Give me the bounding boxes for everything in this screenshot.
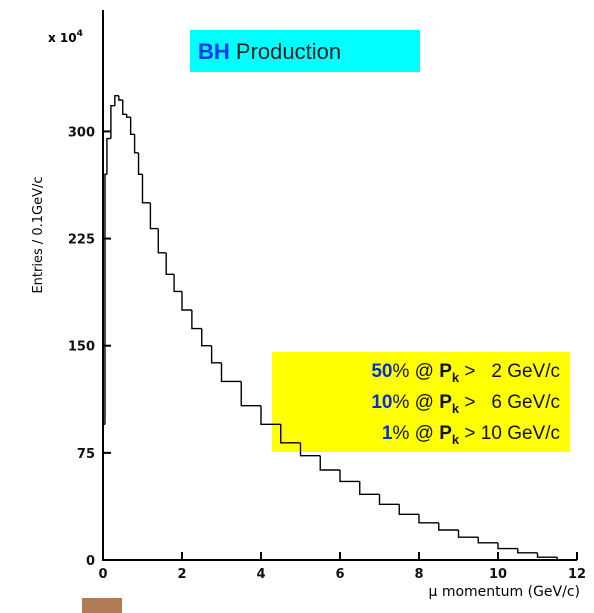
histogram-step bbox=[260, 405, 281, 425]
histogram-step bbox=[457, 530, 479, 538]
annotation-mid: % @ bbox=[392, 361, 439, 382]
histogram-step bbox=[299, 442, 321, 457]
y-tick-label: 150 bbox=[68, 340, 95, 355]
histogram-step bbox=[106, 137, 111, 175]
photo-thumbnail bbox=[82, 598, 122, 613]
y-tick-label: 0 bbox=[86, 554, 95, 569]
annotation-p: P bbox=[439, 361, 452, 382]
histogram-step bbox=[517, 548, 538, 554]
x-tick-label: 12 bbox=[568, 567, 586, 582]
y-axis-label: Entries / 0.1GeV/c bbox=[31, 176, 46, 293]
histogram-step bbox=[201, 328, 212, 347]
x-tick-label: 4 bbox=[256, 567, 265, 582]
annotation-sub: k bbox=[452, 401, 460, 416]
histogram-step bbox=[141, 174, 151, 204]
title-background bbox=[190, 30, 420, 72]
histogram-step bbox=[220, 362, 242, 383]
x-tick-label: 6 bbox=[335, 567, 344, 582]
annotation-sub: k bbox=[452, 370, 460, 385]
histogram-step bbox=[536, 552, 558, 558]
histogram-step bbox=[280, 424, 301, 444]
y-tick-label: 225 bbox=[68, 233, 95, 248]
histogram-step bbox=[157, 228, 167, 254]
y-tick-label: 75 bbox=[77, 447, 95, 462]
histogram-step bbox=[438, 522, 459, 531]
annotation-pct: 50 bbox=[371, 361, 392, 382]
annotation-mid: % @ bbox=[392, 423, 439, 444]
histogram-step bbox=[114, 95, 119, 106]
histogram-step bbox=[359, 481, 380, 495]
histogram-step bbox=[104, 173, 107, 425]
histogram-step bbox=[210, 345, 222, 364]
y-tick-label: 300 bbox=[68, 125, 95, 140]
annotation: 50% @ Pk > 2 GeV/c bbox=[371, 361, 560, 385]
plot-area bbox=[102, 95, 577, 561]
annotation-mid: % @ bbox=[392, 392, 439, 413]
histogram-step bbox=[137, 152, 143, 175]
annotation: 10% @ Pk > 6 GeV/c bbox=[371, 392, 560, 416]
histogram-step bbox=[126, 114, 131, 118]
x-tick-label: 2 bbox=[177, 567, 186, 582]
annotation-p: P bbox=[439, 392, 452, 413]
histogram-step bbox=[122, 100, 127, 115]
histogram-step bbox=[398, 504, 419, 515]
x-tick-label: 10 bbox=[489, 567, 507, 582]
histogram-step bbox=[181, 291, 192, 311]
x-axis-label: μ momentum (GeV/c) bbox=[428, 584, 580, 600]
histogram-step bbox=[173, 274, 182, 293]
annotation-tail: > 6 GeV/c bbox=[459, 392, 560, 413]
annotation-p: P bbox=[439, 423, 452, 444]
histogram-step bbox=[339, 470, 360, 483]
histogram-step bbox=[378, 494, 400, 505]
y-multiplier: x 104 bbox=[48, 29, 83, 45]
histogram-step bbox=[418, 514, 439, 524]
histogram-step bbox=[118, 95, 123, 101]
histogram-step bbox=[133, 134, 139, 154]
histogram-step bbox=[497, 542, 518, 550]
histogram-step bbox=[240, 381, 261, 407]
x-tick-label: 8 bbox=[414, 567, 423, 582]
histogram-step bbox=[110, 105, 115, 139]
histogram-step bbox=[191, 310, 202, 330]
histogram-step bbox=[129, 117, 135, 135]
annotation: 1% @ Pk > 10 GeV/c bbox=[382, 423, 560, 447]
annotation-pct: 10 bbox=[371, 392, 392, 413]
histogram-step bbox=[477, 537, 498, 544]
histogram-step bbox=[149, 202, 159, 230]
histogram-step bbox=[165, 252, 175, 275]
annotation-background bbox=[272, 352, 570, 452]
chart-title: BH Production bbox=[198, 39, 341, 64]
annotation-tail: > 2 GeV/c bbox=[459, 361, 560, 382]
histogram-step bbox=[319, 455, 340, 471]
x-tick-label: 0 bbox=[98, 567, 107, 582]
annotation-tail: > 10 GeV/c bbox=[459, 423, 560, 444]
annotation-pct: 1 bbox=[382, 423, 393, 444]
annotation-sub: k bbox=[452, 432, 460, 447]
